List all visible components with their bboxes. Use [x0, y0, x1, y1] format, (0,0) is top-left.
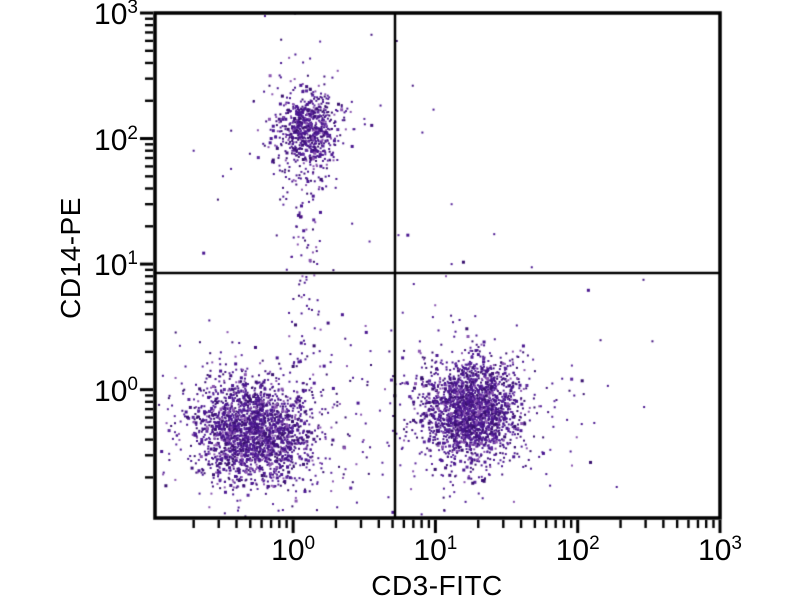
tick-exponent: 3 — [731, 533, 742, 554]
tick-exponent: 0 — [304, 533, 316, 554]
x-tick-label-10e1: 101 — [413, 533, 458, 567]
tick-exponent: 0 — [127, 373, 138, 395]
x-tick-label-10e0: 100 — [271, 533, 316, 567]
tick-exponent: 1 — [446, 533, 458, 554]
y-tick-label-10e2: 102 — [94, 122, 138, 157]
x-axis-label: CD3-FITC — [371, 570, 503, 600]
tick-exponent: 3 — [127, 0, 138, 18]
x-tick-label-10e3: 103 — [698, 533, 742, 567]
y-tick-label-10e1: 101 — [94, 248, 138, 283]
tick-exponent: 1 — [127, 248, 138, 270]
y-tick-label-10e3: 103 — [94, 0, 138, 30]
tick-exponent: 2 — [127, 122, 138, 144]
x-tick-label-10e2: 102 — [555, 533, 600, 567]
y-tick-label-10e0: 100 — [94, 373, 138, 408]
tick-exponent: 2 — [589, 533, 600, 554]
y-axis-label: CD14-PE — [55, 197, 86, 319]
